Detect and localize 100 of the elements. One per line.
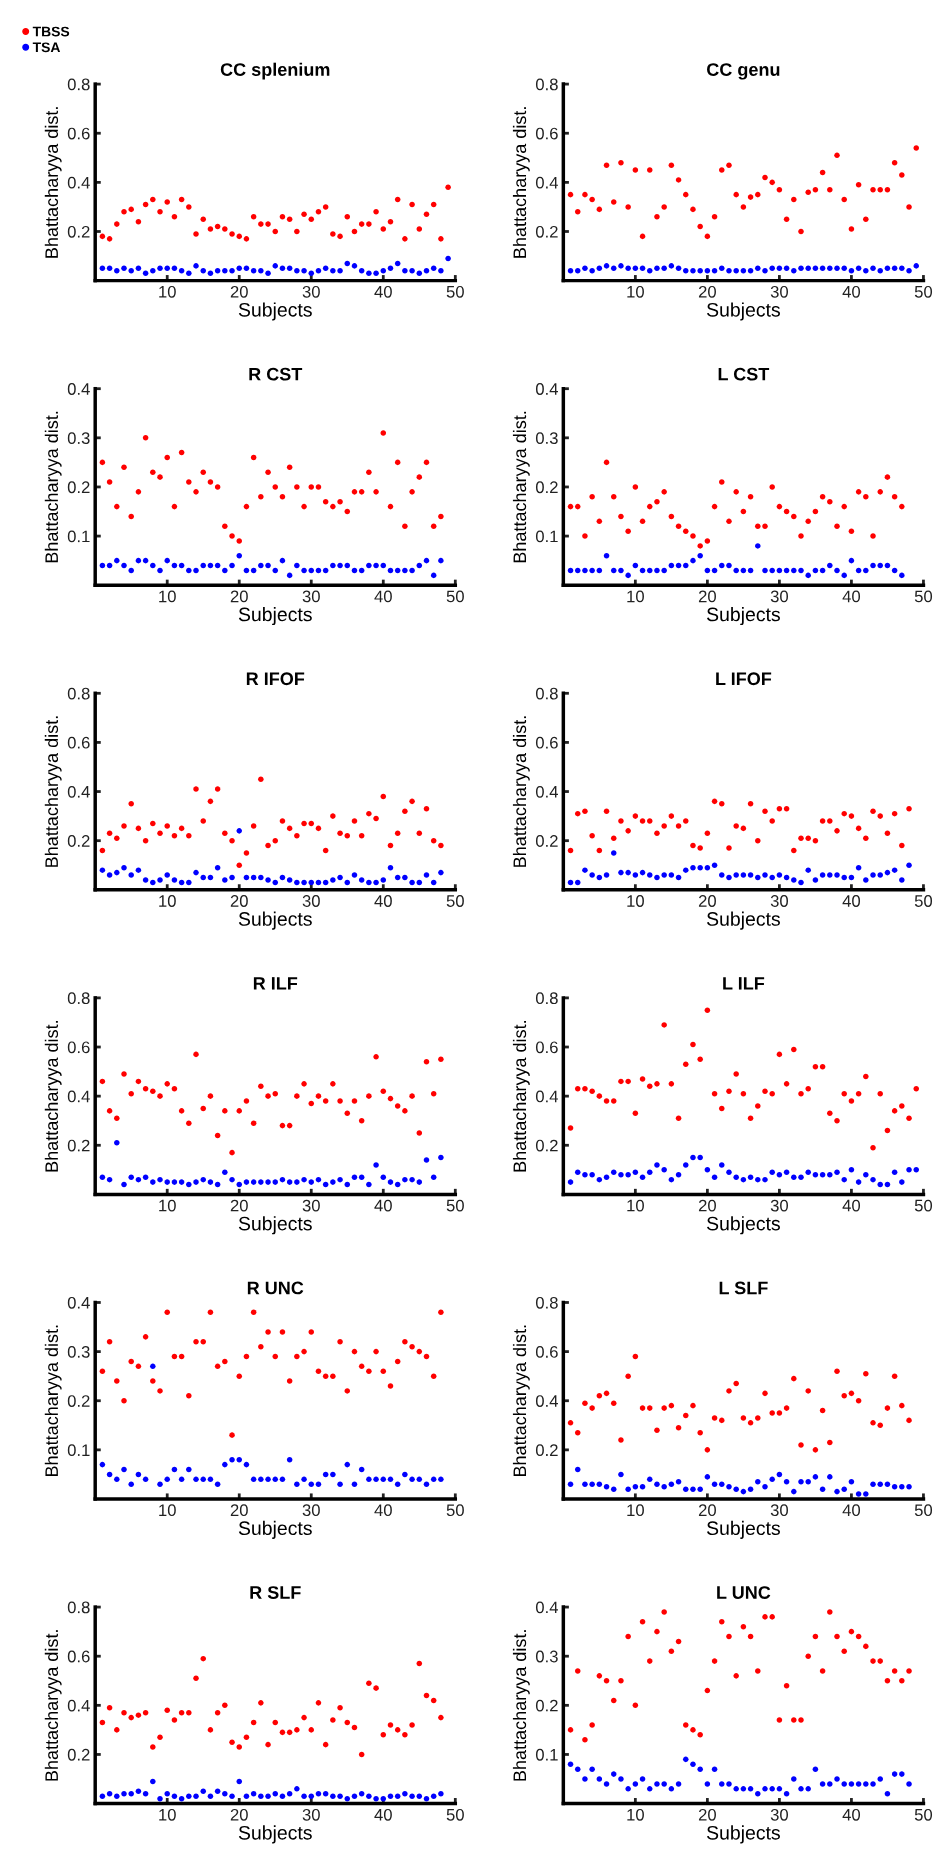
x-tick-label: 50: [914, 1199, 933, 1212]
point: [668, 263, 675, 269]
point: [776, 567, 783, 574]
point: [596, 874, 603, 881]
point: [863, 567, 869, 574]
point: [200, 1788, 207, 1795]
point: [589, 196, 595, 203]
point: [574, 1085, 581, 1092]
point: [625, 1633, 631, 1640]
point: [423, 1157, 430, 1163]
point: [286, 572, 293, 579]
x-tick-label: 20: [230, 590, 248, 603]
point: [805, 572, 811, 579]
point: [135, 825, 142, 832]
point: [250, 823, 257, 829]
point: [387, 265, 394, 272]
point: [272, 1790, 279, 1797]
point: [272, 567, 279, 574]
point: [639, 265, 646, 272]
point: [827, 818, 833, 824]
point: [740, 1623, 747, 1630]
point: [704, 1474, 711, 1480]
point: [589, 1722, 595, 1728]
point: [574, 503, 581, 510]
point: [603, 162, 610, 168]
point: [351, 1098, 358, 1104]
point: [294, 484, 300, 490]
x-tick-label: 20: [230, 1504, 248, 1517]
point: [373, 1795, 379, 1802]
point: [236, 1108, 243, 1114]
point: [668, 513, 675, 520]
y-tick-label: 0.6: [535, 1346, 558, 1358]
point: [697, 543, 703, 549]
point: [207, 798, 214, 805]
point: [567, 503, 574, 510]
point: [632, 1353, 639, 1360]
point: [150, 1179, 156, 1185]
point: [762, 174, 768, 181]
point: [755, 874, 761, 881]
point: [906, 204, 912, 210]
x-axis-title: Subjects: [706, 1216, 780, 1235]
point: [229, 268, 235, 274]
point: [711, 503, 718, 510]
point: [373, 562, 379, 569]
point: [186, 832, 192, 839]
point: [315, 1176, 322, 1183]
point: [430, 1697, 437, 1704]
point: [229, 874, 235, 881]
point: [358, 268, 365, 274]
point: [236, 1181, 243, 1188]
point: [596, 1393, 603, 1399]
point: [819, 818, 826, 824]
point: [294, 1786, 300, 1792]
point: [625, 528, 631, 534]
point: [697, 1486, 703, 1492]
point: [330, 503, 336, 510]
point: [654, 874, 660, 881]
point: [697, 552, 703, 559]
point: [755, 1790, 761, 1797]
point: [250, 1309, 257, 1316]
y-axis-title: Bhattacharyya dist.: [44, 107, 62, 258]
point: [157, 1734, 163, 1741]
point: [114, 1140, 120, 1146]
point: [690, 1154, 696, 1161]
point: [603, 1677, 610, 1684]
point: [358, 1751, 365, 1758]
point: [682, 1162, 689, 1168]
point: [704, 567, 711, 574]
point: [279, 265, 286, 272]
point: [164, 557, 170, 564]
point: [373, 1348, 379, 1355]
point: [798, 567, 804, 574]
point: [675, 823, 682, 829]
point: [150, 196, 156, 203]
point: [783, 1081, 790, 1087]
point: [366, 1093, 372, 1099]
point: [114, 1793, 120, 1799]
point: [661, 872, 667, 878]
point: [906, 1668, 912, 1674]
point: [610, 1771, 617, 1777]
point: [762, 1614, 768, 1620]
point: [884, 186, 891, 193]
point: [265, 221, 271, 227]
point: [704, 1687, 711, 1694]
point: [308, 820, 315, 827]
point: [798, 1717, 804, 1723]
y-tick-label: 0.8: [67, 687, 90, 700]
point: [193, 489, 199, 495]
point: [258, 494, 264, 500]
point: [603, 1390, 610, 1397]
point: [755, 191, 761, 198]
point: [567, 1179, 574, 1185]
point: [762, 567, 768, 574]
point: [589, 1088, 595, 1095]
point: [740, 508, 747, 515]
point: [200, 1655, 207, 1662]
point: [574, 810, 581, 817]
point: [726, 162, 732, 168]
point: [639, 818, 646, 824]
point: [229, 533, 235, 539]
